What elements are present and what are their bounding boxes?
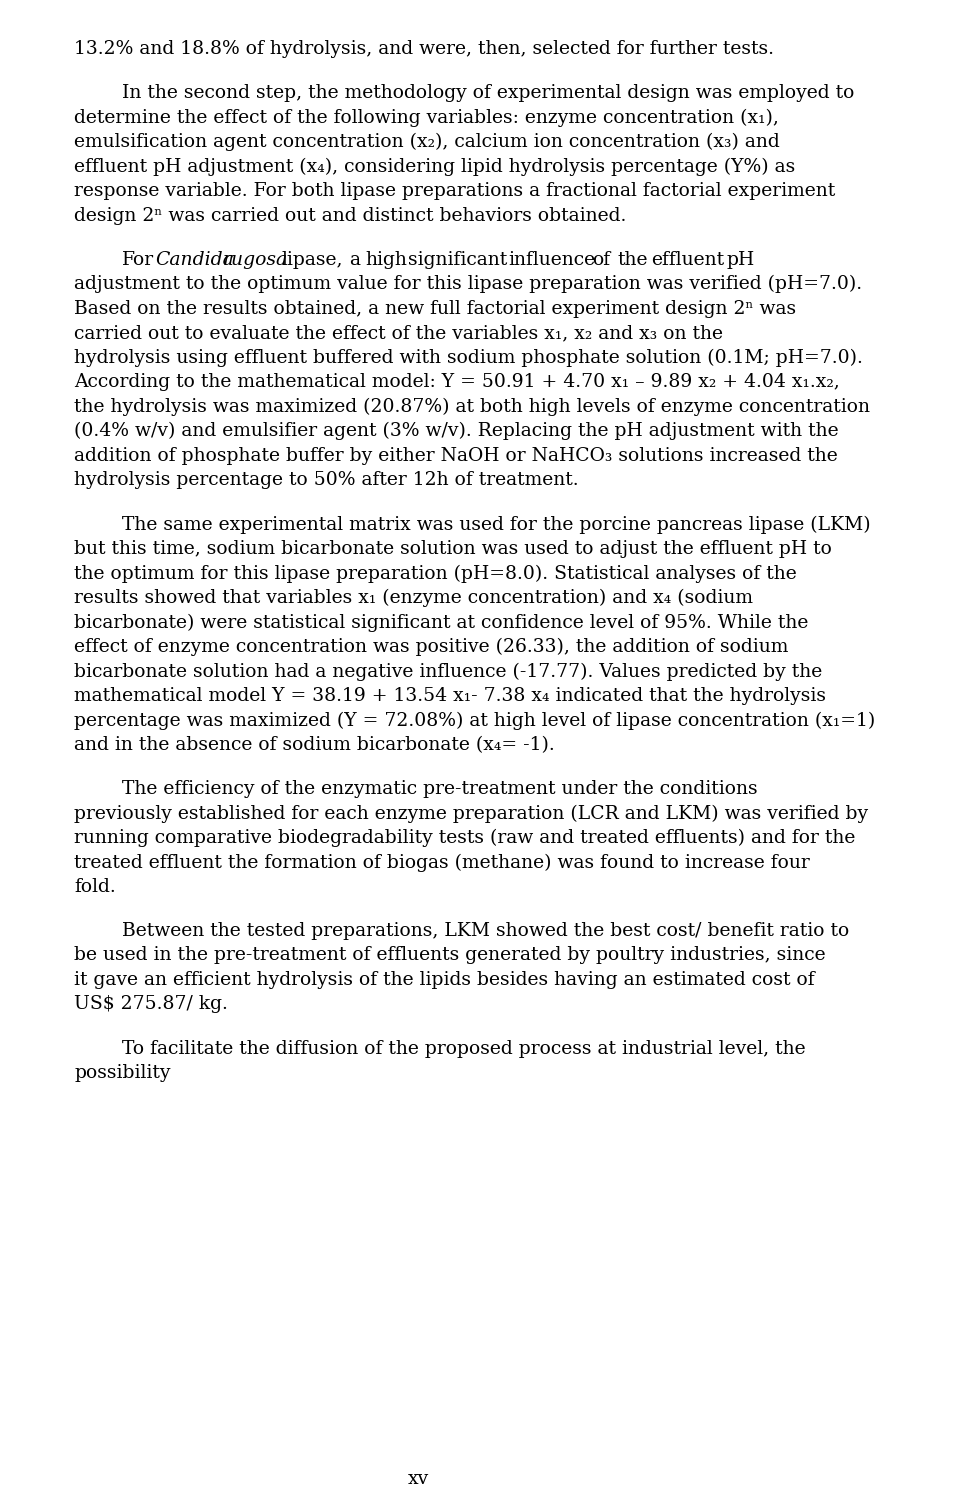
Text: In the second step, the methodology of experimental design was employed to: In the second step, the methodology of e… (122, 84, 854, 102)
Text: a: a (348, 251, 360, 269)
Text: addition of phosphate buffer by either NaOH or NaHCO₃ solutions increased the: addition of phosphate buffer by either N… (74, 446, 838, 464)
Text: Candida: Candida (156, 251, 234, 269)
Text: effect of enzyme concentration was positive (26.33), the addition of sodium: effect of enzyme concentration was posit… (74, 637, 788, 655)
Text: results showed that variables x₁ (enzyme concentration) and x₄ (sodium: results showed that variables x₁ (enzyme… (74, 589, 753, 607)
Text: pH: pH (727, 251, 755, 269)
Text: US$ 275.87/ kg.: US$ 275.87/ kg. (74, 995, 228, 1013)
Text: effluent: effluent (651, 251, 724, 269)
Text: percentage was maximized (Y = 72.08%) at high level of lipase concentration (x₁=: percentage was maximized (Y = 72.08%) at… (74, 711, 876, 729)
Text: rugosa: rugosa (223, 251, 288, 269)
Text: effluent pH adjustment (x₄), considering lipid hydrolysis percentage (Y%) as: effluent pH adjustment (x₄), considering… (74, 158, 795, 176)
Text: carried out to evaluate the effect of the variables x₁, x₂ and x₃ on the: carried out to evaluate the effect of th… (74, 325, 723, 343)
Text: (0.4% w/v) and emulsifier agent (3% w/v). Replacing the pH adjustment with the: (0.4% w/v) and emulsifier agent (3% w/v)… (74, 422, 839, 440)
Text: response variable. For both lipase preparations a fractional factorial experimen: response variable. For both lipase prepa… (74, 182, 835, 200)
Text: significant: significant (408, 251, 507, 269)
Text: it gave an efficient hydrolysis of the lipids besides having an estimated cost o: it gave an efficient hydrolysis of the l… (74, 971, 815, 989)
Text: and in the absence of sodium bicarbonate (x₄= -1).: and in the absence of sodium bicarbonate… (74, 736, 555, 755)
Text: hydrolysis using effluent buffered with sodium phosphate solution (0.1M; pH=7.0): hydrolysis using effluent buffered with … (74, 349, 863, 367)
Text: According to the mathematical model: Y = 50.91 + 4.70 x₁ – 9.89 x₂ + 4.04 x₁.x₂,: According to the mathematical model: Y =… (74, 373, 840, 391)
Text: design 2ⁿ was carried out and distinct behaviors obtained.: design 2ⁿ was carried out and distinct b… (74, 206, 627, 224)
Text: influence: influence (509, 251, 595, 269)
Text: determine the effect of the following variables: enzyme concentration (x₁),: determine the effect of the following va… (74, 108, 779, 126)
Text: lipase,: lipase, (281, 251, 343, 269)
Text: fold.: fold. (74, 878, 116, 896)
Text: bicarbonate) were statistical significant at confidence level of 95%. While the: bicarbonate) were statistical significan… (74, 613, 808, 631)
Text: possibility: possibility (74, 1064, 171, 1082)
Text: hydrolysis percentage to 50% after 12h of treatment.: hydrolysis percentage to 50% after 12h o… (74, 472, 579, 488)
Text: Based on the results obtained, a new full factorial experiment design 2ⁿ was: Based on the results obtained, a new ful… (74, 299, 796, 317)
Text: For: For (122, 251, 155, 269)
Text: but this time, sodium bicarbonate solution was used to adjust the effluent pH to: but this time, sodium bicarbonate soluti… (74, 540, 832, 558)
Text: The efficiency of the enzymatic pre-treatment under the conditions: The efficiency of the enzymatic pre-trea… (122, 780, 757, 798)
Text: bicarbonate solution had a negative influence (-17.77). Values predicted by the: bicarbonate solution had a negative infl… (74, 663, 823, 681)
Text: the optimum for this lipase preparation (pH=8.0). Statistical analyses of the: the optimum for this lipase preparation … (74, 564, 797, 583)
Text: previously established for each enzyme preparation (LCR and LKM) was verified by: previously established for each enzyme p… (74, 804, 868, 822)
Text: xv: xv (408, 1470, 429, 1488)
Text: 13.2% and 18.8% of hydrolysis, and were, then, selected for further tests.: 13.2% and 18.8% of hydrolysis, and were,… (74, 41, 774, 59)
Text: treated effluent the formation of biogas (methane) was found to increase four: treated effluent the formation of biogas… (74, 854, 810, 872)
Text: Between the tested preparations, LKM showed the best cost/ benefit ratio to: Between the tested preparations, LKM sho… (122, 921, 850, 939)
Text: emulsification agent concentration (x₂), calcium ion concentration (x₃) and: emulsification agent concentration (x₂),… (74, 134, 780, 152)
Text: running comparative biodegradability tests (raw and treated effluents) and for t: running comparative biodegradability tes… (74, 828, 855, 848)
Text: the hydrolysis was maximized (20.87%) at both high levels of enzyme concentratio: the hydrolysis was maximized (20.87%) at… (74, 398, 870, 416)
Text: be used in the pre-treatment of effluents generated by poultry industries, since: be used in the pre-treatment of effluent… (74, 947, 826, 965)
Text: adjustment to the optimum value for this lipase preparation was verified (pH=7.0: adjustment to the optimum value for this… (74, 275, 862, 293)
Text: The same experimental matrix was used for the porcine pancreas lipase (LKM): The same experimental matrix was used fo… (122, 516, 871, 534)
Text: the: the (617, 251, 648, 269)
Text: high: high (366, 251, 407, 269)
Text: mathematical model Y = 38.19 + 13.54 x₁- 7.38 x₄ indicated that the hydrolysis: mathematical model Y = 38.19 + 13.54 x₁-… (74, 687, 827, 705)
Text: of: of (592, 251, 611, 269)
Text: To facilitate the diffusion of the proposed process at industrial level, the: To facilitate the diffusion of the propo… (122, 1040, 805, 1058)
